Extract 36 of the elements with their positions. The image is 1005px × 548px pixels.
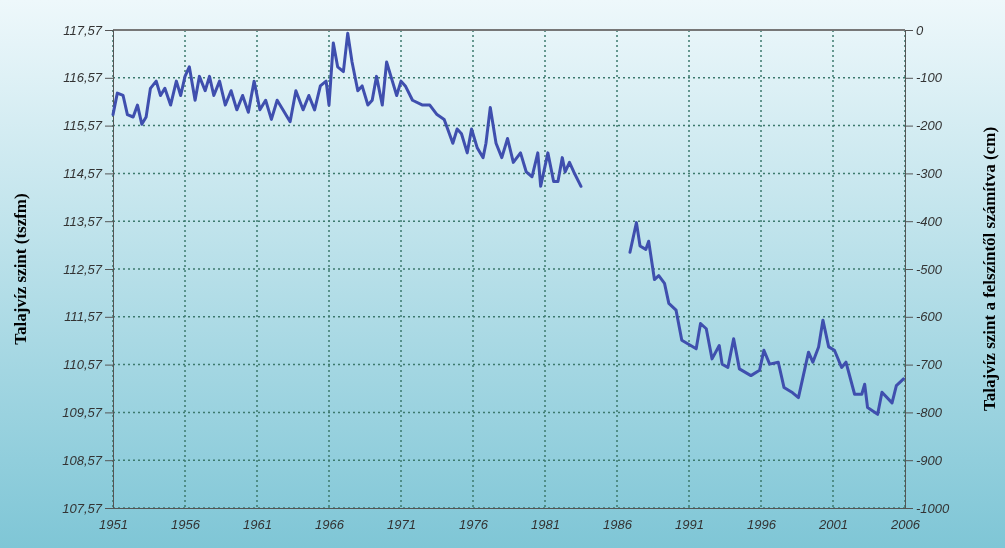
y2-axis-title: Talajvíz szint a felszíntől számítva (cm): [979, 126, 999, 412]
x-tick-label: 1971: [387, 517, 416, 533]
y-tick-label: 115,57: [63, 118, 103, 134]
x-tick-label: 1951: [99, 517, 128, 533]
x-tick-label: 1956: [171, 517, 201, 533]
y-tick-label: 116,57: [63, 70, 103, 86]
y-tick-label: 113,57: [63, 213, 103, 229]
y-tick-label: 114,57: [63, 166, 103, 182]
y-tick-label: 110,57: [63, 357, 103, 373]
x-tick-label: 1961: [243, 517, 272, 533]
x-tick-label: 1966: [315, 517, 345, 533]
y2-tick-label: -1000: [916, 500, 951, 516]
y-tick-label: 111,57: [64, 309, 103, 325]
y2-tick-label: 0: [916, 22, 924, 38]
x-tick-label: 2001: [818, 517, 848, 533]
x-tick-label: 1981: [531, 517, 560, 533]
x-tick-label: 1996: [747, 517, 777, 533]
x-tick-label: 2006: [890, 517, 921, 533]
y-tick-label: 109,57: [62, 405, 103, 421]
y-tick-label: 108,57: [62, 452, 103, 468]
y2-tick-label: -200: [916, 118, 943, 134]
y2-tick-label: -400: [916, 213, 943, 229]
y2-tick-label: -800: [916, 405, 943, 421]
y2-tick-label: -600: [916, 309, 943, 325]
y2-tick-label: -900: [916, 452, 943, 468]
y2-tick-label: -300: [916, 166, 943, 182]
x-tick-label: 1986: [603, 517, 633, 533]
y2-tick-label: -500: [916, 261, 943, 277]
y-tick-label: 107,57: [62, 500, 103, 516]
x-tick-label: 1991: [675, 517, 704, 533]
y2-tick-label: -100: [916, 70, 943, 86]
x-tick-label: 1976: [459, 517, 489, 533]
y-tick-label: 117,57: [63, 22, 103, 38]
y-axis-title: Talajvíz szint (tszfm): [10, 193, 30, 345]
y-tick-label: 112,57: [63, 261, 103, 277]
y2-tick-label: -700: [916, 357, 943, 373]
